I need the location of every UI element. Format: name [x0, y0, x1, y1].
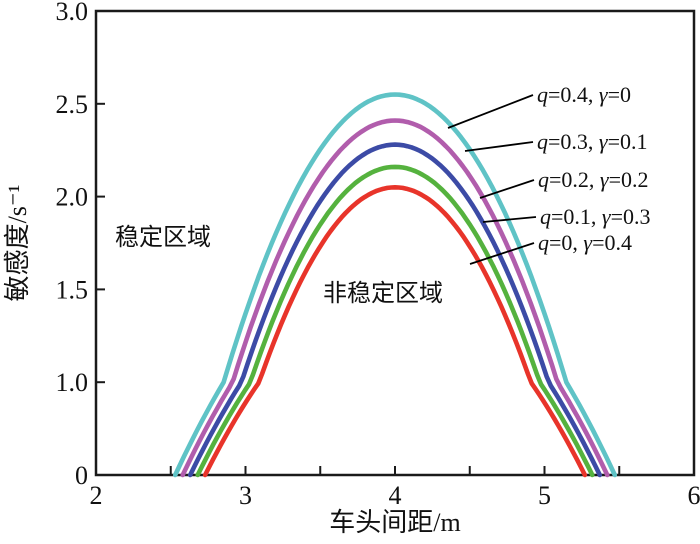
series-label-0: q=0.4, γ=0 — [537, 82, 631, 107]
x-tick-label: 5 — [538, 481, 551, 510]
y-tick-label: 0 — [75, 461, 88, 490]
x-axis-title: 车头间距/m — [329, 508, 460, 537]
y-tick-label: 1.0 — [56, 368, 89, 397]
y-tick-label: 3.0 — [56, 0, 89, 26]
series-curve-0 — [172, 92, 618, 478]
x-tick-label: 6 — [688, 481, 700, 510]
series-label-4: q=0, γ=0.4 — [538, 230, 632, 255]
x-axis-tick-labels: 2 3 4 5 6 — [90, 481, 700, 510]
leader-line-0 — [447, 94, 534, 129]
x-tick-label: 3 — [239, 481, 252, 510]
unstable-region-label: 非稳定区域 — [323, 280, 443, 307]
series-leader-labels: q=0.4, γ=0 q=0.3, γ=0.1 q=0.2, γ=0.2 q=0.1,… — [447, 82, 651, 265]
series-label-2: q=0.2, γ=0.2 — [538, 167, 649, 192]
series-curve-1 — [180, 118, 610, 478]
x-tick-label: 2 — [90, 481, 103, 510]
y-axis-title: 敏感度/s⁻¹ — [3, 185, 32, 302]
x-tick-label: 4 — [389, 481, 402, 510]
y-tick-label: 2.5 — [56, 90, 89, 119]
series-label-3: q=0.1, γ=0.3 — [540, 204, 651, 229]
series-label-1: q=0.3, γ=0.1 — [537, 129, 648, 154]
series-curve-4 — [202, 185, 588, 478]
series-curve-2 — [187, 142, 603, 478]
x-axis-ticks — [169, 466, 621, 475]
y-axis-ticks — [96, 102, 105, 384]
leader-line-3 — [482, 216, 537, 223]
leader-line-4 — [469, 242, 535, 265]
stable-region-label: 稳定区域 — [115, 224, 211, 251]
leader-line-2 — [479, 179, 535, 199]
data-curves — [172, 92, 618, 478]
y-axis-tick-labels: 3.0 2.5 2.0 1.5 1.0 0 — [56, 0, 89, 490]
series-curve-3 — [195, 164, 595, 478]
leader-line-1 — [464, 141, 534, 152]
y-tick-label: 2.0 — [56, 183, 89, 212]
y-tick-label: 1.5 — [56, 275, 89, 304]
